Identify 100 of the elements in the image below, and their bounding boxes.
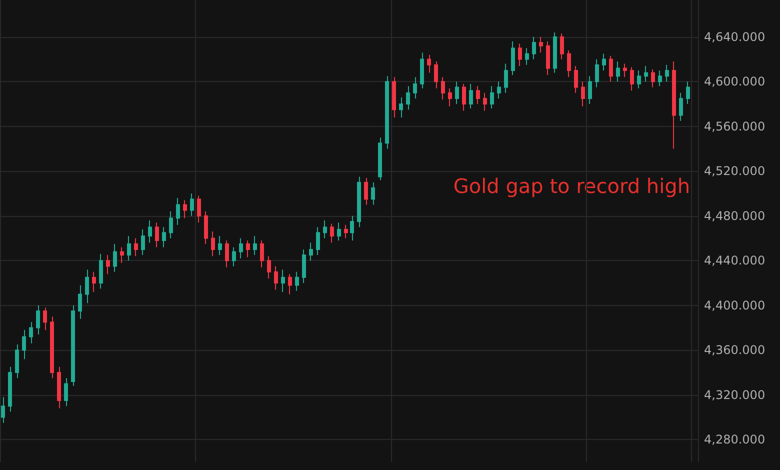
candlestick: [448, 88, 452, 107]
candlestick: [392, 76, 396, 118]
candlestick: [546, 40, 550, 76]
candlestick: [476, 86, 480, 105]
candlestick: [560, 33, 564, 60]
candlestick: [399, 96, 403, 118]
candlestick: [630, 66, 634, 92]
candlestick: [602, 53, 606, 71]
candlestick: [281, 269, 285, 292]
candlestick: [644, 66, 648, 82]
candlestick: [337, 222, 341, 242]
y-tick-label: 4,640.000: [704, 30, 766, 44]
candlestick: [413, 76, 417, 99]
candlestick: [665, 64, 669, 82]
candlestick: [211, 231, 215, 257]
candlestick: [567, 50, 571, 78]
candlestick: [197, 195, 201, 224]
candlestick: [288, 274, 292, 295]
candlestick: [553, 32, 557, 74]
candlestick: [686, 81, 690, 105]
candlestick: [50, 316, 54, 379]
candlestick: [364, 177, 368, 206]
y-tick-label: 4,440.000: [704, 254, 766, 268]
candlestick: [679, 92, 683, 122]
candlestick: [623, 63, 627, 78]
candlestick: [309, 242, 313, 262]
candlestick: [490, 86, 494, 110]
candlestick: [204, 210, 208, 244]
candlestick: [330, 223, 334, 244]
y-tick-label: 4,320.000: [704, 388, 766, 402]
y-tick-label: 4,280.000: [704, 432, 766, 447]
candlestick: [85, 269, 89, 304]
candlestick: [385, 76, 389, 150]
candlestick: [616, 61, 620, 82]
candlestick: [588, 76, 592, 105]
candlestick: [78, 284, 82, 320]
candlestick: [371, 182, 375, 206]
candlestick: [357, 176, 361, 228]
y-tick-label: 4,600.000: [704, 74, 766, 89]
annotation: Gold gap to record high: [453, 174, 690, 198]
candlestick: [8, 366, 12, 412]
candlestick: [406, 86, 410, 110]
candlestick: [672, 61, 676, 150]
candlestick: [462, 83, 466, 112]
candlestick: [274, 266, 278, 290]
candlestick: [651, 68, 655, 88]
candlestick: [36, 304, 40, 335]
candlestick: [99, 253, 103, 290]
candlestick: [497, 81, 501, 99]
candlestick: [323, 220, 327, 239]
candlestick: [22, 330, 26, 360]
candlestick: [253, 236, 257, 256]
candlestick: [29, 322, 33, 344]
y-tick-label: 4,480.000: [704, 208, 766, 223]
candlestick: [1, 396, 5, 424]
candlestick: [232, 246, 236, 267]
y-tick-label: 4,560.000: [704, 119, 766, 134]
candlestick: [518, 43, 522, 66]
candlestick: [134, 238, 138, 257]
candlestick: [148, 220, 152, 244]
candlestick: [57, 366, 61, 409]
candlestick: [190, 193, 194, 216]
candlestick: [169, 210, 173, 239]
candlestick: [469, 83, 473, 110]
candlestick: [162, 226, 166, 248]
candlestick: [434, 61, 438, 89]
candlestick: [350, 215, 354, 242]
candlestick: [609, 55, 613, 82]
candlestick: [658, 70, 662, 87]
candlestick: [539, 36, 543, 54]
candlestick: [455, 81, 459, 105]
candlestick: [483, 92, 487, 112]
candlestick: [511, 40, 515, 76]
candlestick: [427, 54, 431, 74]
candlestick: [239, 238, 243, 259]
candlestick: [106, 254, 110, 275]
candlestick: [637, 70, 641, 89]
candlestick: [525, 48, 529, 66]
candlestick: [176, 198, 180, 226]
candlestick: [260, 240, 264, 268]
candlestick: [378, 137, 382, 181]
candlestick: [295, 271, 299, 292]
candlestick: [43, 307, 47, 330]
candlestick: [218, 236, 222, 256]
candlestick: [64, 378, 68, 407]
candlestick: [267, 256, 271, 280]
candlestick: [155, 222, 159, 248]
candlestick: [246, 240, 250, 258]
y-tick-label: 4,520.000: [704, 164, 766, 178]
candlestick: [344, 224, 348, 239]
candlestick: [225, 240, 229, 268]
y-tick-label: 4,400.000: [704, 298, 766, 312]
candlestick: [420, 52, 424, 89]
candlestick: [532, 36, 536, 60]
candlestick: [120, 246, 124, 264]
candlestick: [595, 58, 599, 88]
candlestick: [302, 248, 306, 284]
candlestick: [141, 228, 145, 256]
candlestick: [316, 226, 320, 256]
candlestick: [71, 304, 75, 386]
